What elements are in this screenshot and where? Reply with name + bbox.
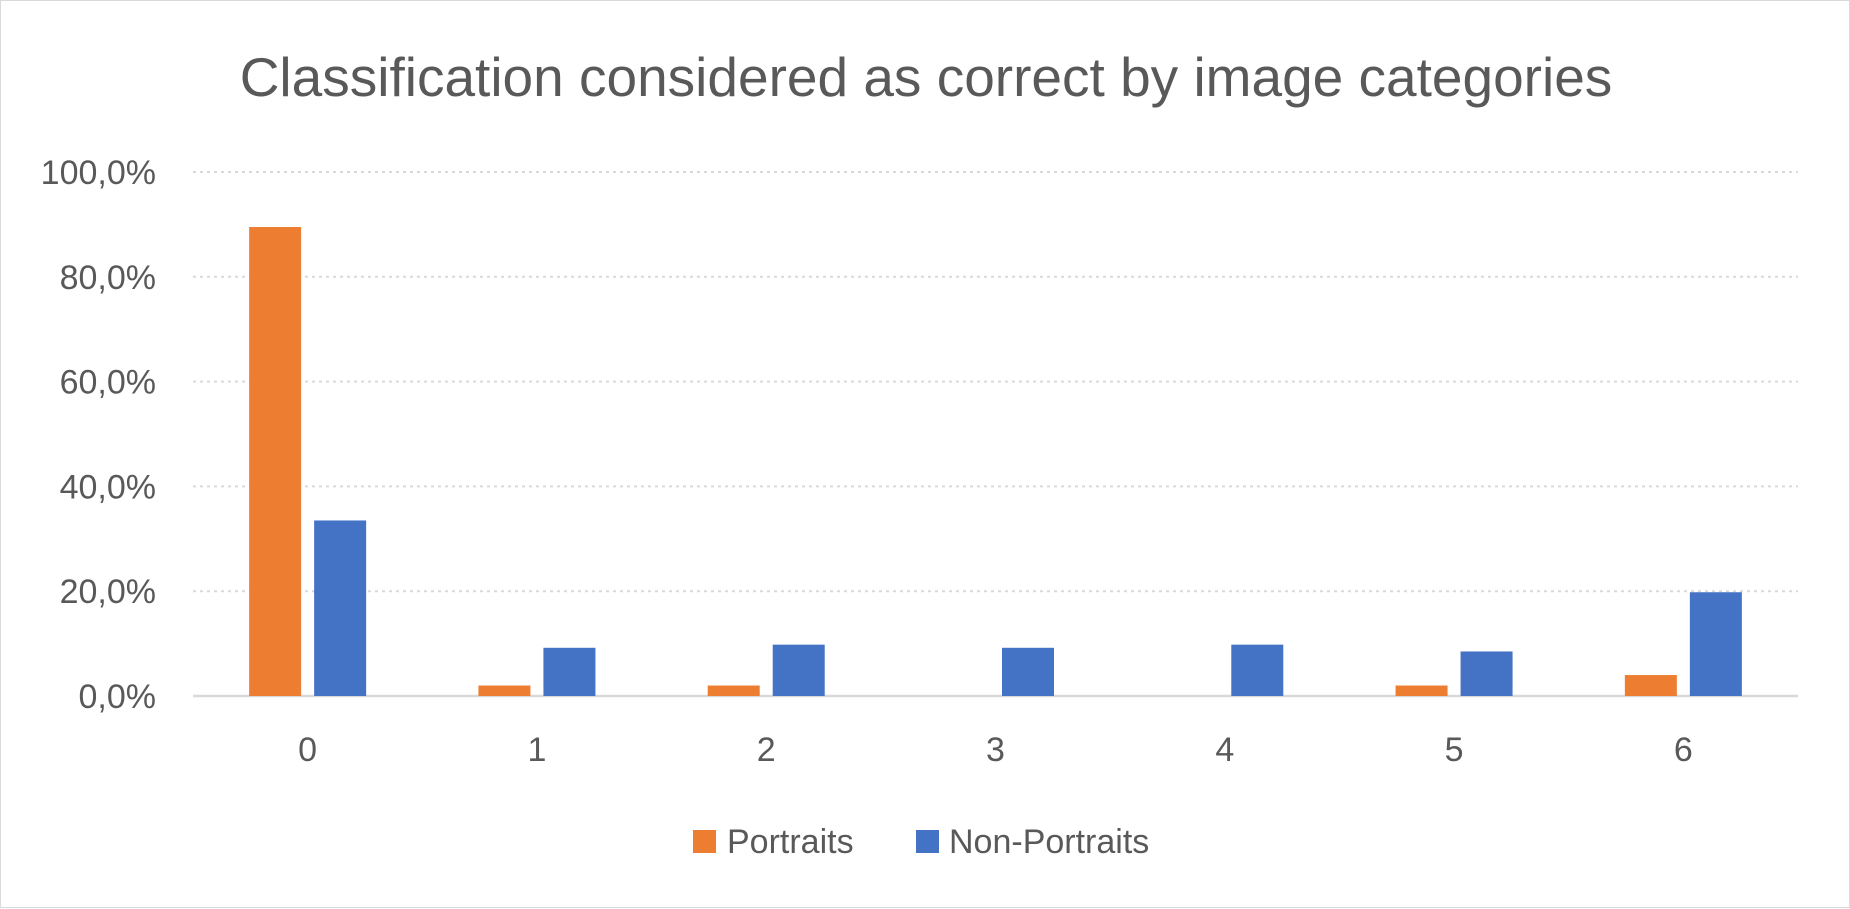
x-axis-ticks: 0 1 2 3 4 5 6 [298, 731, 1693, 769]
x-tick-label: 2 [757, 731, 776, 769]
bar-non-portraits-3 [1002, 647, 1054, 696]
legend-swatch [693, 830, 716, 853]
y-tick-label: 20,0% [60, 573, 156, 611]
bar-non-portraits-5 [1460, 651, 1513, 696]
bar-non-portraits-4 [1231, 644, 1284, 696]
bar-non-portraits-6 [1689, 592, 1742, 696]
chart-title: Classification considered as correct by … [240, 46, 1613, 108]
legend-label: Portraits [727, 823, 854, 861]
bar-portraits-6 [1624, 675, 1677, 696]
y-axis-ticks: 0,0% 20,0% 40,0% 60,0% 80,0% 100,0% [41, 154, 156, 716]
y-tick-label: 0,0% [79, 678, 157, 716]
bars [249, 227, 1742, 696]
x-tick-label: 5 [1445, 731, 1464, 769]
bar-portraits-2 [707, 685, 760, 696]
y-tick-label: 80,0% [60, 259, 156, 297]
gridlines [193, 171, 1798, 698]
x-tick-label: 1 [527, 731, 546, 769]
bar-non-portraits-2 [772, 644, 825, 696]
x-tick-label: 0 [298, 731, 317, 769]
y-tick-label: 100,0% [41, 154, 156, 192]
legend: Portraits Non-Portraits [693, 823, 1149, 861]
x-tick-label: 6 [1674, 731, 1693, 769]
bar-non-portraits-1 [543, 647, 596, 696]
legend-label: Non-Portraits [949, 823, 1149, 861]
y-tick-label: 60,0% [60, 364, 156, 402]
bar-portraits-0 [249, 227, 302, 696]
legend-swatch [916, 830, 939, 853]
x-tick-label: 3 [986, 731, 1005, 769]
bar-portraits-1 [478, 685, 531, 696]
y-tick-label: 40,0% [60, 468, 156, 506]
x-tick-label: 4 [1215, 731, 1234, 769]
bar-portraits-5 [1395, 685, 1448, 696]
bar-non-portraits-0 [314, 520, 367, 696]
